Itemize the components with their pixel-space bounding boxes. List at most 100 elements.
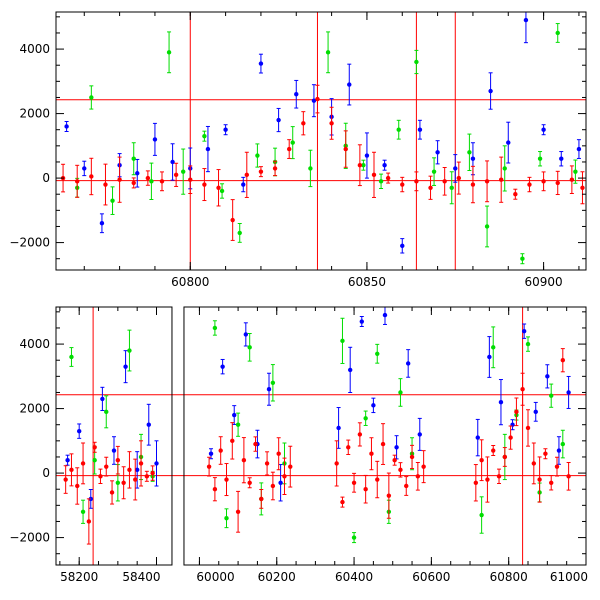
data-point bbox=[378, 179, 384, 184]
x-tick-label: 61000 bbox=[550, 570, 588, 584]
data-point bbox=[154, 461, 159, 466]
data-point bbox=[152, 137, 158, 142]
data-point bbox=[218, 448, 223, 453]
data-point bbox=[414, 179, 419, 184]
data-point bbox=[92, 445, 97, 450]
data-point bbox=[409, 454, 415, 460]
data-point bbox=[470, 182, 476, 187]
data-point bbox=[382, 162, 387, 168]
data-point bbox=[150, 470, 155, 476]
data-point bbox=[247, 345, 252, 350]
x-tick-label: 60900 bbox=[525, 275, 563, 289]
top-lightcurve-panel: −2000 0 2000 4000 60800 60850 60900 bbox=[9, 11, 587, 289]
data-point bbox=[159, 179, 165, 184]
data-point bbox=[224, 477, 229, 482]
data-point bbox=[224, 516, 229, 521]
data-point bbox=[549, 393, 554, 398]
x-tick-label: 58400 bbox=[122, 570, 160, 584]
data-point bbox=[400, 182, 405, 187]
series-1 bbox=[75, 23, 578, 265]
data-point bbox=[491, 448, 496, 453]
data-point bbox=[513, 192, 518, 197]
data-point bbox=[573, 169, 578, 174]
x-tick-label: 60850 bbox=[348, 275, 386, 289]
data-point bbox=[456, 175, 461, 181]
data-point bbox=[266, 387, 272, 392]
data-point bbox=[173, 172, 179, 178]
data-point bbox=[220, 364, 225, 369]
data-point bbox=[232, 412, 237, 418]
data-point bbox=[380, 441, 386, 447]
data-point bbox=[301, 121, 306, 126]
data-point bbox=[329, 121, 334, 126]
data-point bbox=[258, 61, 264, 66]
y-tick-label: 0 bbox=[42, 171, 50, 185]
data-point bbox=[170, 159, 175, 165]
data-point bbox=[290, 140, 295, 145]
data-point bbox=[131, 156, 136, 161]
data-point bbox=[99, 221, 105, 226]
data-point bbox=[212, 487, 218, 492]
data-point bbox=[247, 480, 252, 485]
data-point bbox=[347, 82, 352, 87]
data-point bbox=[405, 361, 411, 366]
data-point bbox=[545, 374, 550, 379]
data-point bbox=[255, 153, 260, 158]
data-point bbox=[521, 328, 527, 334]
data-point bbox=[294, 92, 299, 97]
data-point bbox=[216, 185, 221, 190]
plot-area bbox=[56, 12, 586, 270]
data-point bbox=[508, 435, 513, 440]
data-point bbox=[361, 162, 366, 168]
data-point bbox=[431, 169, 437, 174]
data-point bbox=[63, 477, 68, 482]
data-point bbox=[315, 96, 320, 102]
data-point bbox=[212, 325, 218, 331]
y-tick-label: −2000 bbox=[9, 236, 50, 250]
data-point bbox=[520, 387, 525, 392]
data-point bbox=[89, 174, 94, 179]
data-point bbox=[396, 127, 401, 132]
data-point bbox=[241, 457, 247, 463]
data-point bbox=[272, 166, 278, 171]
data-point bbox=[276, 117, 281, 123]
data-point bbox=[202, 182, 207, 187]
data-point bbox=[404, 483, 409, 489]
x-tick-label: 60800 bbox=[490, 570, 528, 584]
data-point bbox=[417, 127, 423, 132]
data-point bbox=[258, 169, 264, 174]
data-point bbox=[359, 319, 364, 324]
data-point bbox=[417, 432, 422, 437]
data-point bbox=[181, 169, 186, 174]
data-point bbox=[400, 243, 405, 249]
data-point bbox=[205, 146, 211, 152]
data-point bbox=[278, 480, 283, 485]
data-point bbox=[386, 493, 392, 498]
data-point bbox=[259, 496, 264, 502]
data-point bbox=[415, 474, 421, 479]
data-point bbox=[133, 477, 138, 482]
data-point bbox=[121, 480, 126, 485]
y-tick-label: 4000 bbox=[19, 42, 50, 56]
data-point bbox=[111, 448, 117, 453]
data-point bbox=[421, 464, 426, 469]
data-point bbox=[442, 179, 447, 184]
data-point bbox=[484, 179, 490, 184]
series-2 bbox=[60, 84, 585, 241]
data-point bbox=[127, 467, 132, 473]
data-point bbox=[104, 464, 109, 469]
data-point bbox=[496, 474, 502, 479]
data-point bbox=[86, 519, 92, 524]
data-point bbox=[533, 409, 538, 415]
y-tick-label: 4000 bbox=[19, 337, 50, 351]
data-point bbox=[371, 172, 377, 178]
data-point bbox=[398, 467, 403, 473]
series-2 bbox=[63, 348, 571, 545]
data-point bbox=[308, 166, 313, 171]
data-point bbox=[428, 185, 433, 190]
data-point bbox=[230, 438, 235, 444]
data-point bbox=[537, 477, 542, 482]
data-point bbox=[382, 312, 388, 318]
bottom-lightcurve-panel: −2000 0 2000 4000 58200 58400 60000 60200 60400 6… bbox=[9, 306, 588, 584]
x-tick-label: 60000 bbox=[196, 570, 234, 584]
